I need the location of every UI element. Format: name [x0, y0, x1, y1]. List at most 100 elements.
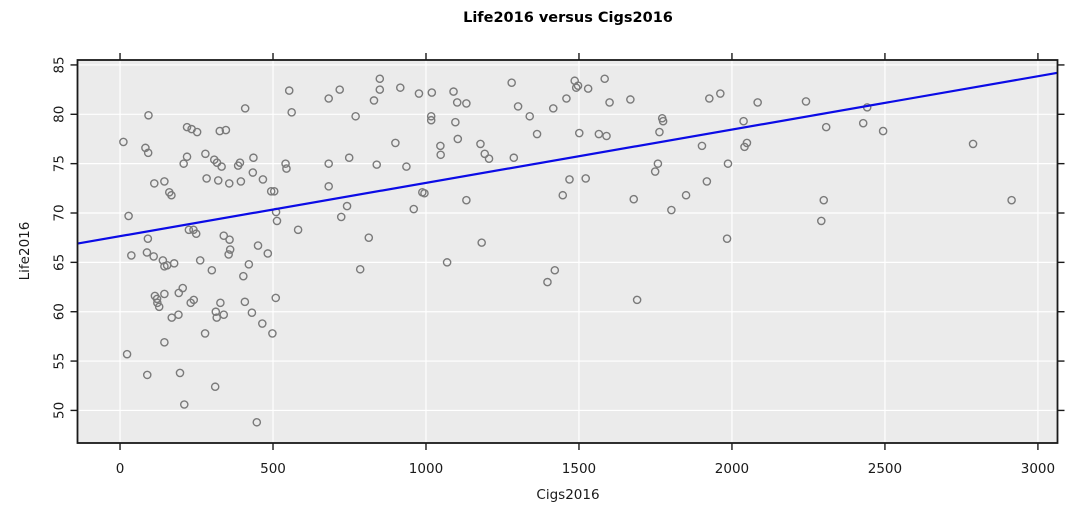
- data-point: [414, 89, 424, 98]
- regression-line: [77, 71, 1058, 245]
- data-point: [753, 98, 762, 107]
- data-point: [716, 89, 725, 98]
- data-point: [154, 302, 164, 312]
- data-point: [968, 139, 978, 149]
- data-point: [269, 186, 279, 196]
- data-point: [453, 134, 463, 144]
- data-point: [281, 159, 290, 168]
- data-point: [142, 370, 152, 380]
- data-point: [324, 182, 333, 191]
- data-point: [858, 118, 868, 128]
- data-point: [653, 159, 663, 168]
- plot-frame: [76, 59, 1059, 444]
- data-point: [451, 117, 460, 127]
- data-point: [293, 225, 303, 235]
- data-point: [211, 307, 221, 317]
- plot-panel: [77, 60, 1058, 443]
- data-point: [602, 131, 611, 141]
- data-point: [160, 289, 169, 299]
- data-point: [266, 186, 276, 196]
- data-point: [236, 177, 246, 186]
- y-tick-label: 70: [52, 204, 68, 221]
- data-point: [144, 110, 153, 120]
- data-point: [152, 294, 162, 304]
- data-point: [650, 167, 660, 176]
- data-point: [395, 83, 405, 92]
- data-point: [240, 104, 250, 113]
- data-point: [740, 142, 749, 152]
- data-point: [258, 175, 268, 184]
- data-point: [216, 298, 225, 308]
- x-tick-label: 2000: [715, 461, 749, 477]
- data-point: [213, 176, 223, 185]
- data-point: [402, 162, 411, 171]
- y-tick-label: 60: [52, 303, 68, 320]
- data-point: [426, 115, 436, 125]
- data-point: [427, 88, 437, 97]
- data-point: [179, 400, 189, 409]
- data-point: [225, 235, 234, 244]
- data-point: [571, 83, 581, 92]
- data-point: [271, 293, 281, 303]
- data-point: [723, 159, 733, 168]
- data-point: [195, 256, 205, 265]
- data-point: [605, 98, 614, 107]
- data-point: [562, 94, 571, 103]
- data-point: [287, 108, 296, 117]
- data-point: [364, 233, 374, 242]
- data-point: [558, 190, 568, 200]
- data-point: [420, 188, 429, 198]
- data-point: [462, 195, 471, 205]
- data-point: [210, 382, 220, 392]
- data-point: [219, 231, 229, 241]
- data-point: [182, 152, 192, 162]
- x-tick-label: 0: [116, 461, 125, 477]
- data-point: [600, 74, 609, 84]
- data-point: [225, 245, 235, 254]
- data-point: [702, 177, 712, 186]
- data-point: [169, 259, 179, 268]
- data-point: [372, 160, 382, 169]
- data-point: [436, 150, 445, 160]
- y-tick-label: 50: [52, 402, 68, 419]
- data-point: [480, 149, 490, 159]
- data-point: [507, 78, 516, 88]
- data-point: [477, 238, 486, 247]
- data-point: [532, 129, 542, 139]
- x-tick-label: 3000: [1021, 461, 1055, 477]
- data-point: [224, 179, 234, 188]
- data-point: [324, 159, 333, 168]
- x-axis-label: Cigs2016: [536, 487, 600, 503]
- data-point: [179, 159, 188, 168]
- data-point: [160, 338, 169, 347]
- data-point: [212, 313, 222, 322]
- data-point: [878, 126, 888, 136]
- data-point: [375, 85, 385, 94]
- data-point: [462, 99, 471, 108]
- data-point: [239, 271, 248, 281]
- data-point: [167, 313, 177, 322]
- data-point: [351, 111, 360, 121]
- data-point: [252, 417, 262, 427]
- data-point: [224, 250, 233, 259]
- data-point: [221, 125, 231, 135]
- x-tick-label: 500: [260, 461, 286, 477]
- data-point: [819, 195, 829, 205]
- data-point: [272, 216, 282, 226]
- data-point: [192, 127, 202, 137]
- data-point: [215, 126, 225, 136]
- data-point: [201, 149, 210, 159]
- data-point: [324, 94, 333, 103]
- data-point: [436, 141, 445, 151]
- data-point: [160, 177, 169, 186]
- data-point: [248, 168, 258, 177]
- x-tick-label: 2500: [868, 461, 902, 477]
- y-tick-label: 85: [52, 56, 68, 73]
- data-point: [426, 111, 436, 121]
- data-point: [268, 329, 277, 338]
- data-point: [149, 252, 158, 261]
- data-point: [801, 97, 811, 106]
- data-point: [583, 84, 593, 93]
- data-point: [821, 122, 831, 132]
